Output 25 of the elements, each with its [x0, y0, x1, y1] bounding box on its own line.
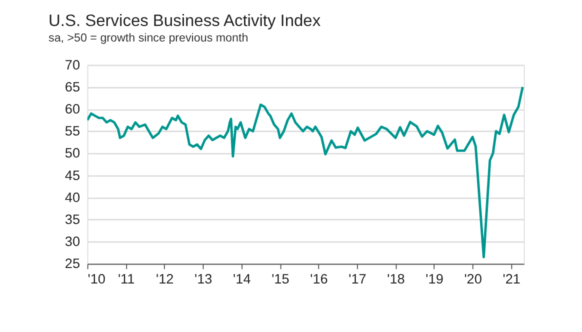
chart-title: U.S. Services Business Activity Index	[48, 12, 322, 30]
y-tick-label: 65	[64, 79, 80, 94]
x-tick-label: '10	[88, 272, 106, 287]
x-tick-label: '16	[310, 272, 328, 287]
x-tick-label: '19	[426, 272, 444, 287]
x-tick-label: '15	[272, 272, 290, 287]
y-tick-label: 25	[64, 256, 80, 272]
y-tick-label: 70	[64, 57, 80, 72]
line-series	[87, 86, 524, 258]
x-tick-label: '11	[118, 272, 135, 287]
x-tick-label: '20	[464, 272, 482, 287]
x-tick-label: '21	[502, 272, 520, 287]
y-tick-label: 50	[64, 146, 80, 161]
chart-subtitle: sa, >50 = growth since previous month	[48, 32, 248, 45]
x-tick-label: '18	[387, 272, 405, 287]
y-tick-label: 45	[64, 168, 80, 183]
y-tick-label: 40	[64, 190, 80, 205]
x-tick-label: '17	[348, 272, 366, 287]
x-tick-label: '12	[156, 272, 174, 287]
y-tick-label: 55	[64, 124, 80, 139]
y-tick-label: 60	[64, 101, 80, 116]
x-tick-label: '13	[194, 272, 212, 287]
y-tick-label: 30	[64, 234, 80, 250]
x-tick-label: '14	[233, 272, 252, 287]
y-tick-label: 35	[64, 212, 80, 227]
